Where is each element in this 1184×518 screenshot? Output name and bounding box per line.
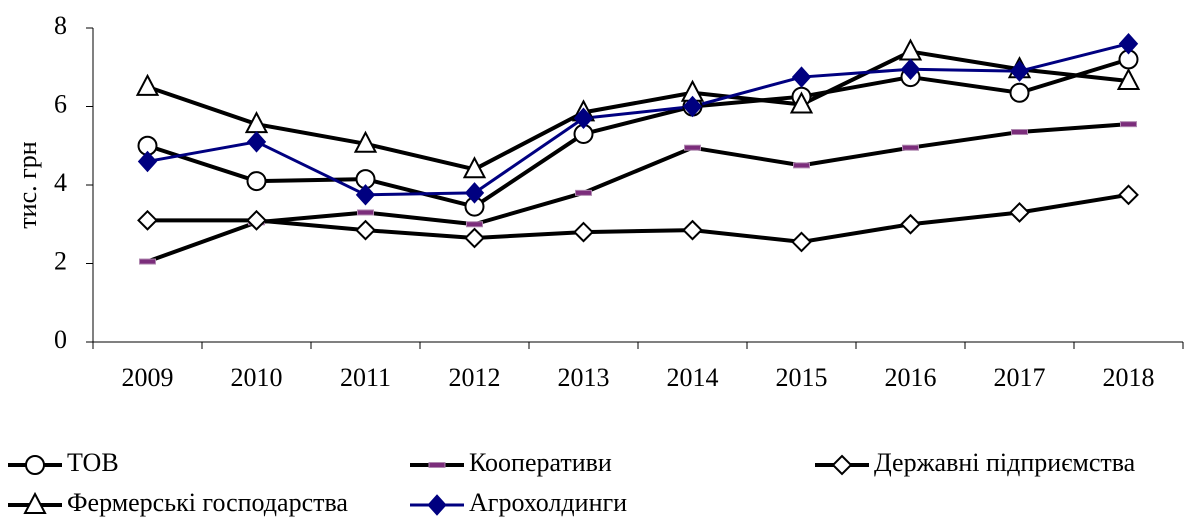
marker (355, 219, 376, 241)
marker (1120, 121, 1137, 128)
marker (464, 227, 485, 249)
marker (791, 231, 812, 253)
marker (137, 209, 158, 231)
marker (898, 38, 923, 61)
marker (357, 209, 374, 216)
series-line (146, 49, 1129, 172)
x-tick-label: 2013 (558, 363, 610, 392)
marker (464, 182, 485, 204)
y-tick-label: 4 (54, 168, 67, 197)
x-tick-label: 2014 (667, 363, 719, 392)
marker (575, 189, 592, 196)
marker (831, 454, 853, 476)
marker (900, 58, 921, 80)
marker (793, 162, 810, 169)
marker (462, 156, 487, 179)
marker (900, 213, 921, 235)
x-tick-label: 2017 (994, 363, 1046, 392)
marker (139, 258, 156, 265)
legend-label: Державні підприємства (874, 448, 1136, 477)
legend-label: ТОВ (67, 448, 119, 477)
y-tick-label: 0 (54, 325, 67, 354)
marker (1116, 67, 1141, 90)
marker (466, 221, 483, 228)
x-tick-label: 2015 (776, 363, 828, 392)
legend-label: Фермерські господарства (67, 488, 348, 517)
marker (1011, 129, 1028, 136)
marker (1118, 184, 1139, 206)
marker (1009, 202, 1030, 223)
marker (684, 144, 701, 151)
y-tick-label: 8 (54, 11, 67, 40)
x-tick-label: 2016 (885, 363, 937, 392)
marker (353, 130, 378, 153)
marker (135, 73, 160, 96)
series-line (147, 192, 1129, 244)
marker (428, 462, 446, 468)
y-axis-label: тис. грн (13, 141, 42, 228)
marker (682, 219, 703, 241)
marker (682, 95, 703, 118)
marker (573, 221, 594, 243)
legend-label: Кооперативи (469, 448, 612, 477)
x-tick-label: 2010 (231, 363, 283, 392)
series-line (146, 122, 1129, 264)
marker (791, 66, 812, 88)
x-tick-label: 2009 (122, 363, 174, 392)
marker (23, 491, 47, 514)
series-line (147, 42, 1129, 197)
marker (355, 184, 376, 206)
marker (246, 171, 267, 192)
marker (1009, 60, 1030, 82)
x-tick-label: 2018 (1103, 363, 1155, 392)
y-tick-label: 2 (54, 246, 67, 275)
marker (902, 144, 919, 151)
marker (1009, 82, 1030, 103)
series-line (146, 57, 1130, 209)
x-tick-label: 2012 (449, 363, 501, 392)
marker (25, 455, 45, 475)
marker (137, 150, 158, 173)
marker (1118, 32, 1139, 55)
marker (789, 91, 814, 114)
marker (427, 494, 447, 516)
x-tick-label: 2011 (340, 363, 391, 392)
marker (246, 131, 267, 153)
y-tick-label: 6 (54, 89, 67, 118)
marker (573, 107, 594, 130)
legend-label: Агрохолдинги (469, 488, 627, 517)
marker (246, 209, 267, 231)
